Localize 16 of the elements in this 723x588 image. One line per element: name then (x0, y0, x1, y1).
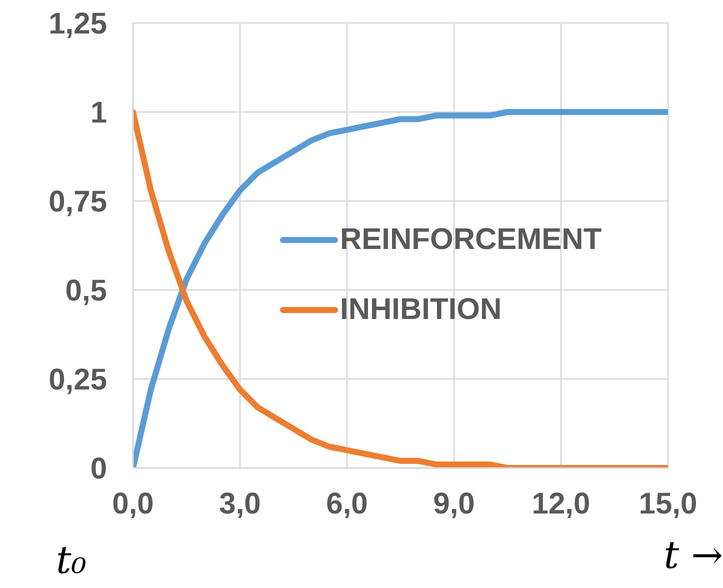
y-tick-label: 0,75 (48, 186, 107, 219)
x-axis-title: t → (664, 533, 723, 577)
x-tick-label: 12,0 (532, 487, 590, 520)
y-tick-label: 1,25 (48, 8, 107, 41)
y-tick-label: 1 (90, 96, 107, 130)
x-tick-label: 6,0 (326, 487, 368, 520)
legend-label: INHIBITION (340, 293, 502, 327)
legend-label: REINFORCEMENT (340, 223, 602, 257)
y-tick-label: 0 (90, 452, 107, 486)
x-tick-label: 0,0 (112, 487, 154, 520)
x-tick-label: 9,0 (433, 487, 475, 520)
x-tick-label: 15,0 (638, 487, 698, 520)
y-tick-label: 0,5 (65, 274, 107, 308)
x-tick-label: 3,0 (219, 487, 261, 520)
y-tick-label: 0,25 (48, 364, 107, 397)
text: t₀ (56, 538, 87, 582)
